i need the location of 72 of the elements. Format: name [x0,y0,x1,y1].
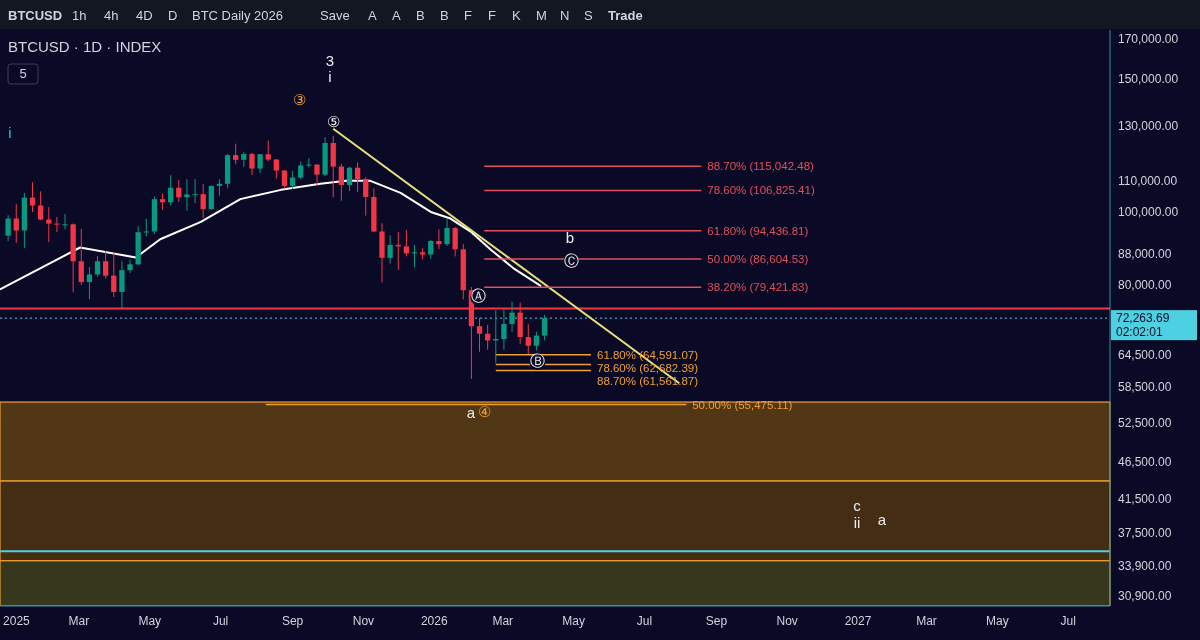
annotation: ④ [477,402,491,420]
y-tick-label: 110,000.00 [1118,173,1178,188]
annotation: b [565,228,575,246]
y-tick-label: 52,500.00 [1118,415,1172,430]
x-tick-label: 2025 [3,614,31,628]
text: M [536,8,547,23]
x-tick-label: Mar [916,614,937,628]
x-tick-label: May [562,614,585,628]
x-tick-label: 2027 [844,614,872,628]
annotation: ii [853,513,861,531]
text: B [440,8,449,23]
text: Trade [608,8,643,23]
text: S [584,8,593,23]
annotation: a [466,403,476,421]
y-tick-label: 37,500.00 [1118,525,1172,540]
x-tick-label: Sep [705,614,728,628]
series-label: 50.00% (86,604.53) [707,252,809,265]
series-label: 61.80% (64,591.07) [596,348,699,361]
y-tick-label: 33,900.00 [1118,558,1172,573]
annotation: Ⓒ [563,251,579,269]
text: B [416,8,425,23]
x-tick-label: 2026 [420,614,448,628]
x-tick-label: Jul [1060,614,1076,628]
y-tick-label: 150,000.00 [1118,72,1179,87]
text: A [392,8,401,23]
text: BTC Daily 2026 [192,8,284,23]
annotation: ③ [292,90,306,108]
y-tick-label: 58,500.00 [1118,380,1172,395]
text: D [168,8,178,23]
text: F [488,8,496,23]
y-tick-label: 100,000.00 [1118,204,1179,219]
ref-line-label: 72,263.69 02:02:01 [1116,311,1170,340]
text: BTCUSD · 1D · INDEX [8,38,162,55]
annotation: c [853,496,862,514]
series-label: 61.80% (94,436.81) [707,224,809,237]
annotation: i [328,67,332,85]
x-tick-label: Nov [776,614,798,628]
x-tick-label: Nov [352,614,375,628]
annotation: Ⓐ [470,287,486,305]
annotation: 3 [325,51,335,69]
y-tick-label: 46,500.00 [1118,455,1172,470]
x-tick-label: May [138,614,162,628]
annotation: 5 [19,66,27,81]
series-label: 78.60% (106,825.41) [707,184,815,197]
x-tick-label: Mar [68,614,90,628]
text: F [464,8,472,23]
annotation: i [8,123,12,141]
y-tick-label: 130,000.00 [1118,119,1179,134]
x-tick-label: Jul [212,614,229,628]
series-label: 88.70% (115,042.48) [707,160,815,173]
y-tick-label: 170,000.00 [1118,31,1179,46]
text: 1h [72,8,87,23]
y-tick-label: 64,500.00 [1118,348,1172,363]
y-tick-label: 80,000.00 [1118,277,1172,292]
text: N [560,8,570,23]
text: 4h [104,8,119,23]
y-tick-label: 30,900.00 [1118,588,1172,603]
annotation: Ⓑ [530,351,546,369]
annotation: ⑤ [326,112,340,130]
text: A [368,8,377,23]
x-tick-label: Sep [281,614,304,628]
text: 4D [136,8,153,23]
x-tick-label: May [986,614,1009,628]
x-tick-label: Jul [636,614,653,628]
y-tick-label: 41,500.00 [1118,492,1172,507]
x-tick-label: Mar [492,614,514,628]
series-label: 38.20% (79,421.83) [707,281,809,294]
annotation: a [877,510,887,528]
text: Save [320,8,350,23]
text: BTCUSD [8,8,63,23]
y-tick-label: 88,000.00 [1118,246,1172,261]
text: K [512,8,521,23]
